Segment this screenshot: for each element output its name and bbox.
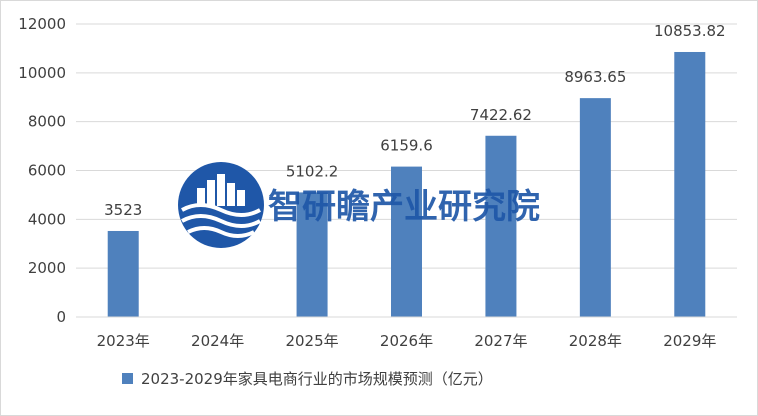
x-tick-label: 2026年: [380, 332, 433, 350]
y-axis-labels: 0 2000 4000 6000 8000 10000 12000: [18, 15, 66, 326]
legend: 2023-2029年家具电商行业的市场规模预测（亿元）: [122, 370, 493, 388]
data-label: 5102.2: [286, 162, 339, 180]
x-axis-labels: 2023年 2024年 2025年 2026年 2027年 2028年 2029年: [97, 332, 717, 350]
y-tick-label: 12000: [18, 15, 66, 33]
y-tick-label: 6000: [28, 162, 66, 180]
bar: [674, 51, 706, 317]
data-label: 3523: [104, 201, 142, 219]
bar: [485, 135, 517, 317]
watermark-text: 智研瞻产业研究院: [268, 187, 540, 227]
watermark-logo-waves-icon: [181, 203, 261, 238]
legend-swatch: [122, 373, 133, 384]
x-tick-label: 2027年: [474, 332, 527, 350]
bar: [107, 230, 139, 317]
data-label: 10853.82: [654, 22, 726, 40]
data-label: 7422.62: [470, 106, 532, 124]
x-tick-label: 2024年: [191, 332, 244, 350]
bar: [579, 98, 611, 317]
x-tick-label: 2023年: [97, 332, 150, 350]
x-tick-label: 2029年: [663, 332, 716, 350]
y-tick-label: 0: [56, 308, 66, 326]
data-label: 8963.65: [564, 68, 626, 86]
bar: [391, 166, 422, 317]
y-tick-label: 8000: [28, 113, 66, 131]
legend-label: 2023-2029年家具电商行业的市场规模预测（亿元）: [141, 370, 493, 388]
bars: [107, 51, 706, 317]
y-tick-label: 2000: [28, 259, 66, 277]
x-tick-label: 2025年: [285, 332, 338, 350]
y-tick-label: 10000: [18, 64, 66, 82]
data-label: 6159.6: [380, 137, 433, 155]
y-tick-label: 4000: [28, 210, 66, 228]
bar: [296, 192, 328, 317]
data-labels: 3523 5102.2 6159.6 7422.62 8963.65 10853.82: [104, 22, 725, 219]
watermark-logo-buildings-icon: [197, 174, 245, 206]
watermark: 智研瞻产业研究院: [178, 162, 540, 248]
x-tick-label: 2028年: [569, 332, 622, 350]
